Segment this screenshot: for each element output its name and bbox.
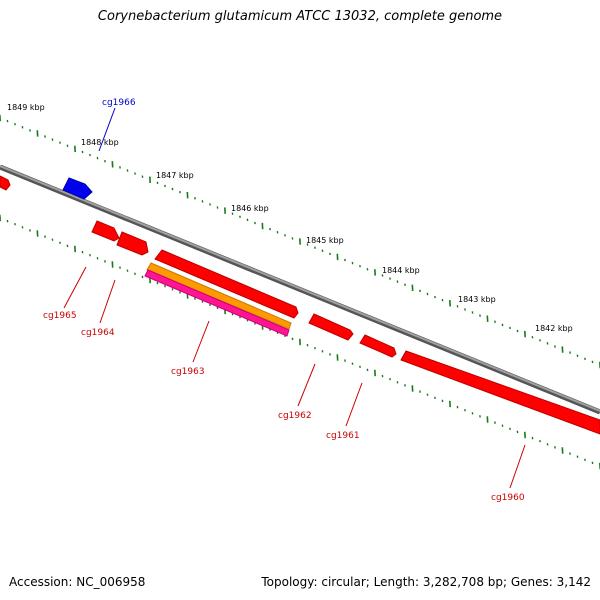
gene-label-cg1962[interactable]: cg1962 bbox=[278, 411, 312, 421]
gene-cg1960-feature[interactable] bbox=[400, 350, 600, 435]
scale-label-1849: 1849 kbp bbox=[7, 103, 45, 112]
feature-orange-bar[interactable] bbox=[146, 262, 292, 330]
leader-cg1965 bbox=[63, 266, 87, 309]
leader-cg1960 bbox=[509, 444, 526, 489]
topology-text: Topology: circular; Length: 3,282,708 bp… bbox=[261, 575, 591, 589]
gene-label-cg1963[interactable]: cg1963 bbox=[171, 367, 205, 377]
accession-text: Accession: NC_006958 bbox=[9, 575, 146, 589]
scale-label-1842: 1842 kbp bbox=[535, 324, 573, 333]
gene-cg1966-feature[interactable] bbox=[62, 177, 93, 200]
leader-cg1966 bbox=[98, 107, 116, 152]
gene-cg1963-feature[interactable] bbox=[154, 249, 299, 319]
gene-partial-left-feature[interactable] bbox=[0, 175, 11, 191]
leader-cg1961 bbox=[345, 382, 363, 427]
gene-label-cg1964[interactable]: cg1964 bbox=[81, 328, 115, 338]
gene-cg1962-feature[interactable] bbox=[308, 313, 354, 341]
scale-label-1847: 1847 kbp bbox=[156, 171, 194, 180]
leader-cg1962 bbox=[297, 363, 316, 407]
scale-label-1848: 1848 kbp bbox=[81, 138, 119, 147]
map-title: Corynebacterium glutamicum ATCC 13032, c… bbox=[97, 9, 503, 24]
gene-cg1965-feature[interactable] bbox=[91, 220, 120, 242]
gene-label-cg1961[interactable]: cg1961 bbox=[326, 431, 360, 441]
gene-label-cg1960[interactable]: cg1960 bbox=[491, 493, 525, 503]
outer-tick-ring bbox=[0, 114, 600, 369]
scale-label-1843: 1843 kbp bbox=[458, 295, 496, 304]
feature-magenta-bar[interactable] bbox=[144, 269, 290, 337]
scale-label-1844: 1844 kbp bbox=[382, 266, 420, 275]
leader-cg1963 bbox=[192, 320, 210, 363]
scale-label-1845: 1845 kbp bbox=[306, 236, 344, 245]
genome-backbone-highlight bbox=[0, 165, 600, 412]
gene-label-cg1966[interactable]: cg1966 bbox=[102, 98, 136, 108]
gene-cg1961-feature[interactable] bbox=[359, 334, 397, 358]
leader-cg1964 bbox=[99, 279, 116, 324]
gene-label-cg1965[interactable]: cg1965 bbox=[43, 311, 77, 321]
scale-label-1846: 1846 kbp bbox=[231, 204, 269, 213]
gene-cg1964-feature[interactable] bbox=[116, 231, 149, 256]
inner-tick-ring bbox=[0, 214, 600, 470]
